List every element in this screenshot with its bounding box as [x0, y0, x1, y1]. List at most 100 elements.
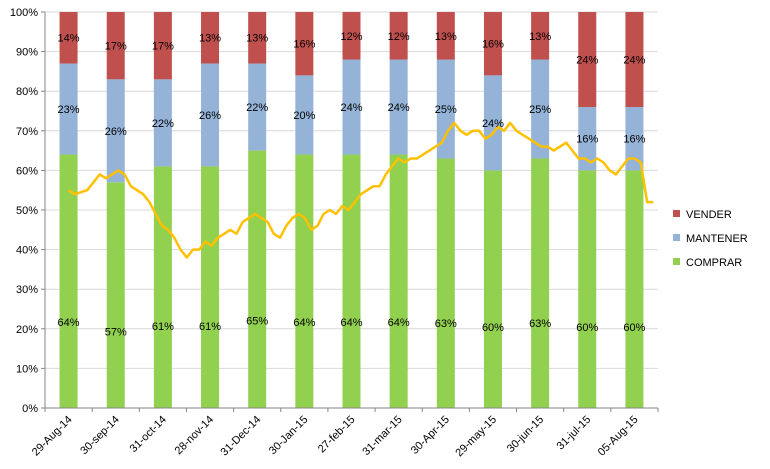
data-label-vender-12: 24%	[623, 55, 645, 67]
overlay-series-line	[67, 121, 654, 259]
bar-vender-0	[59, 12, 78, 64]
data-label-mantener-10: 25%	[529, 104, 551, 116]
data-label-vender-1: 17%	[105, 41, 127, 53]
y-tick-label: 30%	[16, 284, 38, 296]
data-label-vender-10: 13%	[529, 31, 551, 43]
x-tick-label: 30-sep-14	[78, 414, 122, 458]
bar-vender-3	[201, 12, 220, 64]
data-label-vender-3: 13%	[199, 33, 221, 45]
bar-mantener-7	[389, 59, 408, 155]
bar-vender-6	[342, 12, 361, 60]
bar-vender-12	[625, 12, 644, 108]
bar-mantener-5	[295, 75, 314, 155]
data-label-comprar-9: 60%	[482, 322, 504, 334]
data-label-comprar-3: 61%	[199, 321, 221, 333]
bar-mantener-10	[531, 59, 550, 159]
bars	[59, 12, 644, 408]
data-label-mantener-11: 16%	[576, 134, 598, 146]
bar-mantener-6	[342, 59, 361, 155]
x-tick-label: 30-Jan-15	[267, 414, 311, 458]
y-tick-label: 0%	[22, 403, 38, 415]
x-tick-label: 27-feb-15	[316, 414, 358, 456]
x-tick-label: 29-Aug-14	[30, 414, 75, 459]
bar-comprar-10	[531, 158, 550, 408]
data-label-mantener-8: 25%	[435, 104, 457, 116]
bar-vender-4	[248, 12, 267, 64]
data-label-vender-7: 12%	[388, 31, 410, 43]
data-label-comprar-0: 64%	[58, 317, 80, 329]
x-tick-label: 05-Aug-15	[596, 414, 641, 459]
bar-comprar-5	[295, 154, 314, 408]
bar-comprar-1	[106, 182, 125, 408]
data-label-comprar-5: 64%	[293, 317, 315, 329]
y-tick-label: 10%	[16, 363, 38, 375]
y-tick-label: 40%	[16, 245, 38, 257]
data-label-comprar-2: 61%	[152, 321, 174, 333]
bar-vender-11	[578, 12, 597, 108]
legend-swatch-vender	[673, 210, 680, 217]
bar-vender-1	[106, 12, 125, 80]
x-tick-label: 31-Dec-14	[219, 414, 264, 459]
x-tick-label: 31-jul-15	[555, 414, 594, 453]
bar-comprar-4	[248, 150, 267, 408]
data-label-comprar-10: 63%	[529, 318, 551, 330]
legend-label-comprar: COMPRAR	[686, 257, 742, 269]
bar-vender-7	[389, 12, 408, 60]
y-tick-label: 70%	[16, 126, 38, 138]
data-label-comprar-1: 57%	[105, 326, 127, 338]
x-tick-label: 30-Apr-15	[409, 414, 452, 457]
overlay-line	[67, 121, 654, 259]
data-label-vender-8: 13%	[435, 31, 457, 43]
legend-label-vender: VENDER	[686, 209, 732, 221]
bar-mantener-1	[106, 79, 125, 183]
x-tick-label: 28-nov-14	[173, 414, 217, 458]
bar-vender-10	[531, 12, 550, 60]
legend-label-mantener: MANTENER	[686, 233, 748, 245]
y-tick-label: 90%	[16, 47, 38, 59]
bar-comprar-6	[342, 154, 361, 408]
data-label-mantener-12: 16%	[623, 134, 645, 146]
bar-vender-2	[153, 12, 172, 80]
data-label-vender-2: 17%	[152, 41, 174, 53]
data-label-comprar-11: 60%	[576, 322, 598, 334]
data-label-vender-6: 12%	[340, 31, 362, 43]
bar-comprar-3	[201, 166, 220, 408]
data-label-mantener-5: 20%	[293, 110, 315, 122]
x-tick-label: 29-may-15	[453, 414, 499, 460]
data-label-vender-11: 24%	[576, 55, 598, 67]
bar-mantener-4	[248, 63, 267, 151]
bar-vender-5	[295, 12, 314, 76]
bar-mantener-0	[59, 63, 78, 155]
bar-comprar-2	[153, 166, 172, 408]
bar-comprar-11	[578, 170, 597, 408]
data-label-mantener-7: 24%	[388, 102, 410, 114]
bar-mantener-11	[578, 107, 597, 171]
bar-mantener-3	[201, 63, 220, 167]
y-tick-label: 100%	[10, 7, 38, 19]
bar-comprar-9	[483, 170, 502, 408]
bar-mantener-12	[625, 107, 644, 171]
y-tick-label: 20%	[16, 324, 38, 336]
data-label-mantener-9: 24%	[482, 118, 504, 130]
data-label-mantener-3: 26%	[199, 110, 221, 122]
bar-mantener-9	[483, 75, 502, 171]
data-label-comprar-6: 64%	[340, 317, 362, 329]
data-label-mantener-0: 23%	[58, 104, 80, 116]
bar-vender-8	[436, 12, 455, 60]
bar-vender-9	[483, 12, 502, 76]
data-label-mantener-2: 22%	[152, 118, 174, 130]
bar-comprar-8	[436, 158, 455, 408]
data-labels: 64% 23% 14% 57% 26% 17% 61% 22% 17% 61% 26% 13% 65% 2…	[58, 31, 646, 338]
legend-swatch-mantener	[673, 234, 680, 241]
x-tick-label: 30-jun-15	[505, 414, 546, 455]
data-label-mantener-6: 24%	[340, 102, 362, 114]
y-tick-label: 50%	[16, 205, 38, 217]
data-label-vender-9: 16%	[482, 39, 504, 51]
bar-mantener-8	[436, 59, 455, 159]
data-label-vender-5: 16%	[293, 39, 315, 51]
data-label-mantener-4: 22%	[246, 102, 268, 114]
bar-comprar-12	[625, 170, 644, 408]
data-label-comprar-8: 63%	[435, 318, 457, 330]
data-label-mantener-1: 26%	[105, 126, 127, 138]
